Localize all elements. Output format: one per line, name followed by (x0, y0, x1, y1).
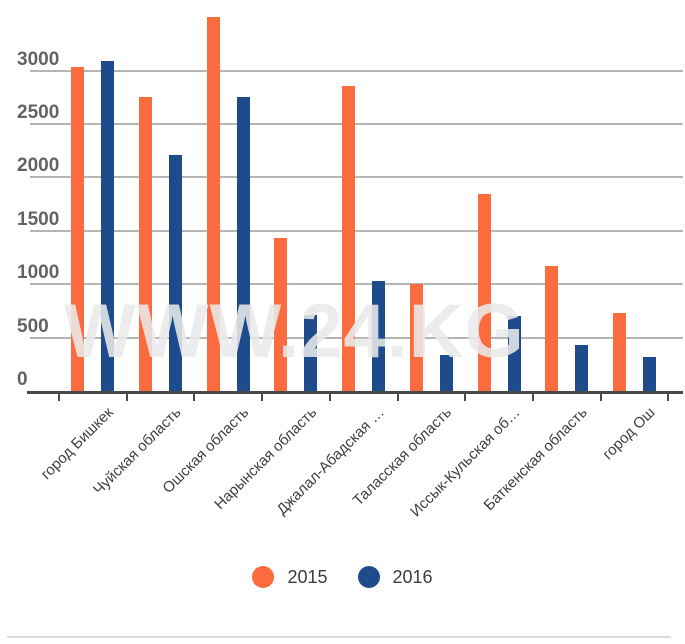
gridline (30, 283, 683, 286)
axis-tick (125, 394, 128, 401)
axis-tick (667, 394, 670, 401)
bar-2016 (101, 61, 115, 391)
bar-2015 (477, 194, 491, 391)
gridline (30, 123, 683, 125)
bar-2016 (575, 345, 589, 391)
axis-tick (599, 394, 602, 401)
axis-tick (193, 394, 196, 401)
bar-2016 (169, 155, 183, 391)
gridline (30, 69, 683, 72)
y-axis-label: 0 (17, 369, 28, 390)
axis-tick (328, 394, 331, 401)
legend-swatch-2016-icon (357, 566, 380, 588)
bar-2015 (612, 313, 626, 391)
bar-2016 (439, 355, 453, 391)
bar-2016 (507, 316, 521, 391)
y-axis-label: 2000 (17, 155, 60, 177)
x-axis-label: город Ош (599, 404, 659, 464)
axis-tick (464, 394, 467, 401)
bar-2015 (342, 86, 356, 391)
y-axis-label: 1500 (17, 208, 60, 230)
bar-2015 (409, 284, 423, 391)
legend-item-2016: 2016 (357, 566, 433, 588)
axis-tick (261, 394, 264, 401)
gridline (30, 176, 683, 179)
bar-chart: 0 500 1000 1500 2000 2500 3000 город Бишкек Чуйс… (17, 17, 683, 520)
watermark: WWW.24.KG (64, 289, 525, 374)
bar-2016 (642, 357, 656, 391)
axis-tick (58, 394, 60, 401)
y-axis-label: 1000 (17, 262, 60, 284)
bottom-divider (7, 636, 671, 638)
y-axis-label: 500 (17, 315, 49, 337)
legend-item-2015: 2015 (252, 566, 328, 588)
gridline (30, 336, 683, 339)
legend-label-2015: 2015 (287, 566, 328, 587)
bar-2015 (545, 266, 559, 391)
y-axis-label: 3000 (17, 48, 60, 70)
bar-2015 (71, 67, 85, 391)
x-axis-line (27, 391, 683, 394)
gridline (30, 229, 683, 232)
bar-2016 (372, 281, 386, 391)
bar-2016 (304, 315, 318, 391)
legend-label-2016: 2016 (392, 566, 433, 587)
bar-2016 (236, 97, 250, 391)
axis-tick (531, 394, 534, 401)
bar-2015 (139, 97, 153, 391)
y-axis-label: 2500 (17, 102, 60, 123)
legend-swatch-2015-icon (252, 566, 275, 588)
legend: 2015 2016 (0, 566, 685, 588)
bar-2015 (274, 238, 288, 391)
bar-2015 (206, 17, 220, 391)
axis-tick (396, 394, 399, 401)
